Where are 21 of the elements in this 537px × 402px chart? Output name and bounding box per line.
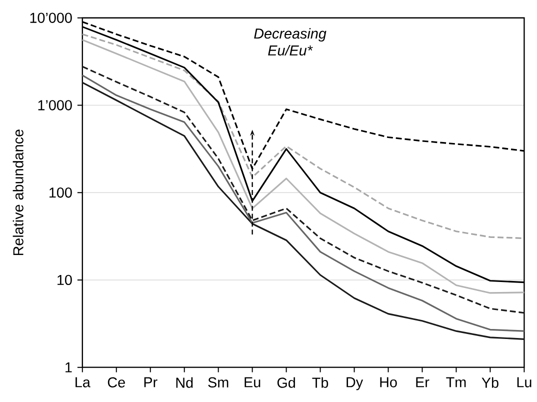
annotation: Decreasing Eu/Eu* (254, 28, 326, 56)
y-tick-label: 10’000 (30, 12, 72, 23)
x-tick-label: Dy (346, 377, 364, 390)
x-tick-label: Nd (176, 377, 193, 388)
x-tick-label: Lu (517, 377, 532, 388)
x-tick-label: Eu (244, 377, 260, 388)
x-tick-label: Pr (144, 377, 158, 388)
x-tick-label: Tm (446, 377, 466, 388)
y-tick-label: 10 (58, 274, 72, 286)
x-tick-label: Ho (380, 377, 397, 388)
y-tick-label: 1’000 (38, 100, 72, 110)
y-tick-label: 100 (50, 187, 72, 198)
x-tick-label: Gd (277, 377, 295, 388)
x-tick-label: Sm (208, 377, 228, 388)
x-tick-label: Tb (312, 377, 328, 388)
y-axis-title: Relative abundance (12, 130, 24, 256)
x-tick-label: Yb (482, 377, 498, 388)
x-tick-label: La (76, 377, 90, 388)
y-tick-label: 1 (66, 362, 72, 372)
x-tick-label: Er (416, 377, 430, 388)
x-tick-label: Ce (108, 377, 125, 388)
